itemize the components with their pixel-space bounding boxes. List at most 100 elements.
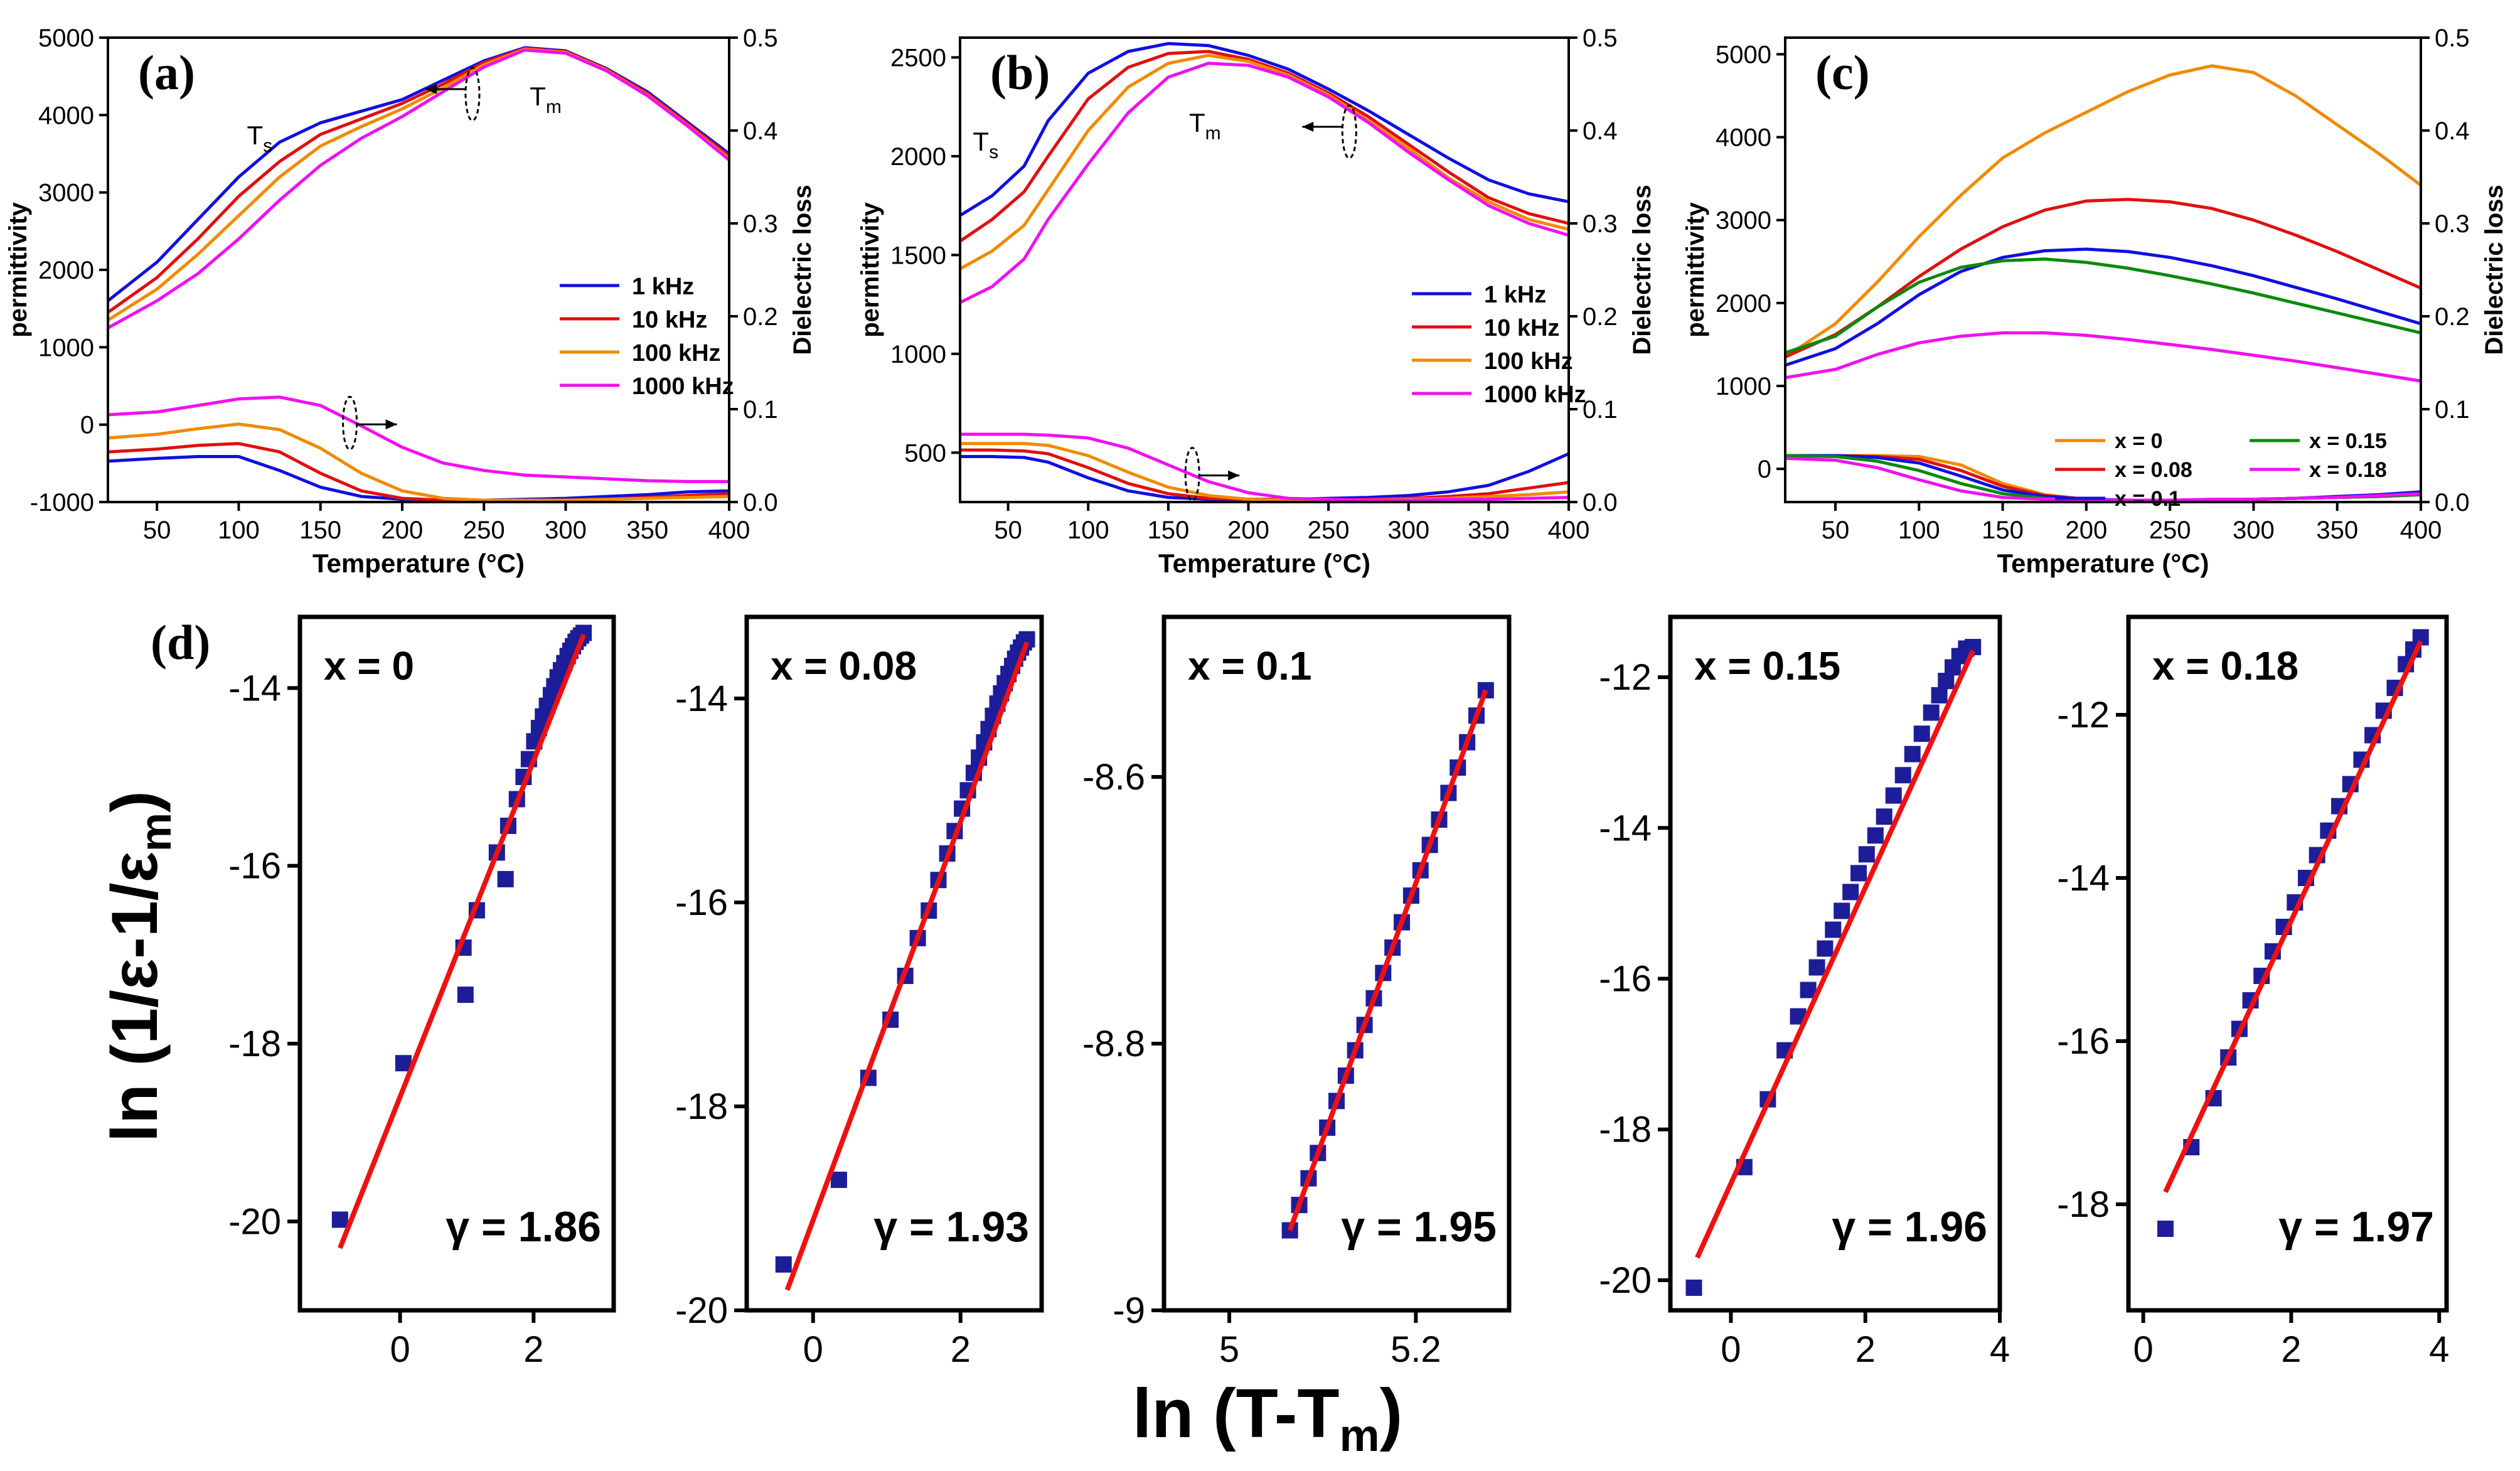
- fit-line: [1287, 689, 1488, 1231]
- panel-label: (b): [990, 45, 1050, 100]
- series-line: [107, 422, 730, 502]
- y-tick-label: -8.6: [1082, 757, 1145, 798]
- x-tick-label: 50: [1822, 516, 1850, 544]
- arrow-head: [1302, 122, 1314, 132]
- shared-x-axis-title: ln (T-Tm): [1133, 1375, 1403, 1461]
- composition-label: x = 0.18: [2152, 643, 2298, 688]
- data-point: [1867, 827, 1884, 844]
- y-tick-label: 2000: [38, 257, 94, 284]
- y2-tick-label: 0.2: [743, 303, 778, 331]
- x-tick-label: 100: [1898, 516, 1940, 544]
- x-tick-label: 150: [299, 516, 341, 544]
- y2-tick-label: 0.4: [743, 117, 778, 145]
- y-tick-label: -14: [228, 668, 281, 709]
- x-tick-label: 300: [1387, 516, 1429, 544]
- x-tick-label: 400: [708, 516, 750, 544]
- y-tick-label: 1500: [890, 242, 946, 269]
- plot-frame: [744, 614, 1044, 1313]
- y-tick-label: 3000: [1716, 207, 1771, 235]
- y2-tick-label: 0.4: [2435, 117, 2470, 145]
- y2-tick-label: 0.5: [1583, 24, 1618, 52]
- series-line: [1784, 198, 2422, 359]
- x-tick-label: 100: [218, 516, 260, 544]
- x-tick-label: 50: [143, 516, 171, 544]
- y-tick-label: 0: [1758, 456, 1771, 483]
- transition-label: Tm: [530, 82, 562, 117]
- y-tick-label: 1000: [1716, 373, 1771, 400]
- shared-y-axis-title: ln (1/ε-1/εm): [99, 791, 180, 1142]
- y-axis-title: permittivity: [4, 201, 32, 337]
- transition-label: Ts: [973, 127, 998, 163]
- y-axis-title: permittivity: [857, 201, 884, 337]
- axis-indicator-ellipse: [464, 67, 481, 122]
- data-point: [1876, 808, 1893, 825]
- y2-tick-label: 0.2: [1583, 303, 1618, 331]
- axis-indicator-ellipse: [342, 395, 358, 451]
- x-tick-label: 300: [545, 516, 587, 544]
- panel-label: (c): [1815, 45, 1870, 100]
- fit-line: [338, 633, 586, 1249]
- x-tick-label: 2: [1855, 1329, 1876, 1370]
- x-tick-label: 0: [803, 1329, 823, 1370]
- data-point: [1923, 704, 1940, 721]
- y-tick-label: -20: [228, 1201, 281, 1242]
- data-point: [331, 1211, 348, 1228]
- composition-label: x = 0.1: [1188, 643, 1312, 688]
- gamma-label: γ = 1.93: [873, 1203, 1029, 1251]
- panel-c: 50 100 150 200 250 300 350 40001000200030004000…: [1682, 24, 2508, 578]
- data-point: [830, 1172, 847, 1188]
- x-tick-label: 100: [1067, 516, 1109, 544]
- x-tick-label: 200: [2065, 516, 2107, 544]
- y-tick-label: -16: [228, 846, 281, 887]
- plot-frame: [959, 36, 1570, 503]
- x-tick-label: 150: [1982, 516, 2024, 544]
- transition-label: Ts: [247, 120, 272, 156]
- panel-label: (d): [151, 615, 210, 670]
- legend-label: x = 0: [2115, 429, 2163, 453]
- data-point: [1894, 767, 1911, 784]
- y2-tick-label: 0.0: [743, 489, 778, 516]
- y-tick-label: 5000: [1716, 41, 1771, 68]
- fit-line: [784, 641, 1030, 1291]
- y-tick-label: 1000: [890, 341, 946, 368]
- legend-label: 100 kHz: [632, 340, 721, 366]
- y2-tick-label: 0.3: [2435, 210, 2470, 238]
- composition-label: x = 0.15: [1694, 643, 1840, 688]
- y-tick-label: 2000: [1716, 290, 1771, 318]
- y-tick-label: 2500: [890, 44, 946, 72]
- y-tick-label: -18: [675, 1086, 728, 1127]
- x-tick-label: 0: [1721, 1329, 1741, 1370]
- legend-label: 1 kHz: [632, 274, 694, 300]
- legend-label: 1000 kHz: [1484, 382, 1586, 408]
- transition-label: Tm: [1189, 108, 1221, 144]
- data-point: [497, 870, 514, 887]
- y2-tick-label: 0.1: [743, 396, 778, 424]
- series-line: [960, 432, 1569, 502]
- y-tick-label: 4000: [1716, 124, 1771, 152]
- series-line: [959, 41, 1569, 217]
- y2-axis-title: Dielectric loss: [789, 185, 816, 355]
- y-tick-label: -14: [2057, 858, 2110, 899]
- fit-line: [1695, 650, 1975, 1259]
- plot-frame: [1668, 614, 2002, 1313]
- series-line: [1785, 331, 2421, 383]
- data-point: [1931, 687, 1948, 703]
- panel-a: 50 100 150 200 250 300 350 400 -1000 0 1000 2000 300…: [4, 24, 816, 578]
- plot-frame: [1161, 614, 1512, 1313]
- plot-frame: [2126, 614, 2449, 1313]
- composition-label: x = 0: [324, 643, 414, 688]
- y2-tick-label: 0.0: [2435, 489, 2470, 516]
- data-point: [1685, 1279, 1702, 1296]
- y2-tick-label: 0.5: [2435, 24, 2470, 52]
- series-line: [960, 448, 1569, 502]
- series-line: [959, 53, 1569, 270]
- y2-axis-title: Dielectric loss: [1628, 185, 1656, 355]
- y-axis-title: permittivity: [1682, 201, 1709, 337]
- y-tick-label: -9: [1113, 1290, 1145, 1331]
- x-tick-label: 4: [2429, 1329, 2449, 1370]
- x-tick-label: 0: [390, 1329, 410, 1370]
- arrow-head: [385, 419, 397, 430]
- y-tick-label: -16: [2057, 1021, 2110, 1062]
- legend-label: 100 kHz: [1484, 348, 1573, 375]
